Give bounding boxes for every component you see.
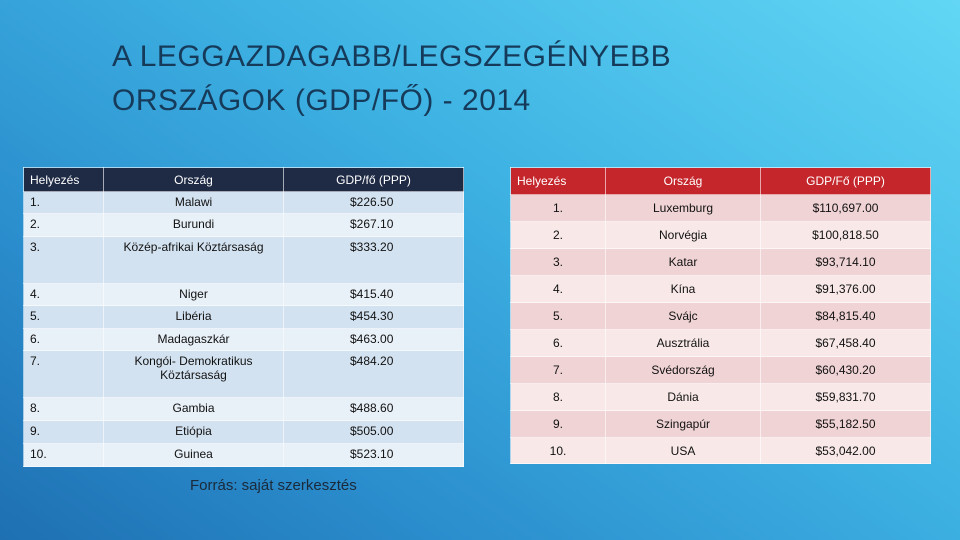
table-row: 9. Etiópia $505.00 — [23, 420, 464, 444]
table-cell: 1. — [23, 191, 104, 214]
header-cell: GDP/Fő (PPP) — [760, 167, 931, 195]
title: ORSZÁGOK (GDP/FŐ) - 2014 — [112, 84, 531, 117]
table-cell: Dánia — [605, 383, 761, 411]
title: A LEGGAZDAGABB/LEGSZEGÉNYEBB — [112, 40, 672, 73]
poorest-table: Helyezés Ország GDP/fő (PPP) 1. Malawi $226.5… — [23, 167, 464, 467]
table-row: 9. Szingapúr $55,182.50 — [510, 410, 931, 438]
table-cell: 10. — [510, 437, 606, 464]
table-cell: 6. — [23, 328, 104, 351]
table-cell: 2. — [23, 213, 104, 237]
header-cell: GDP/fő (PPP) — [283, 167, 464, 192]
table-cell: 9. — [23, 420, 104, 444]
table-row: 2. Norvégia $100,818.50 — [510, 221, 931, 249]
table-row: 4. Kína $91,376.00 — [510, 275, 931, 303]
table-row: 10. USA $53,042.00 — [510, 437, 931, 464]
table-cell: $60,430.20 — [760, 356, 931, 384]
table-cell: Luxemburg — [605, 194, 761, 222]
table-cell: 7. — [510, 356, 606, 384]
table-cell: 4. — [510, 275, 606, 303]
table-cell: $454.30 — [283, 305, 464, 329]
table-cell: Guinea — [103, 443, 284, 467]
header-cell: Helyezés — [510, 167, 606, 195]
table-cell: $415.40 — [283, 283, 464, 306]
table-cell: Szingapúr — [605, 410, 761, 438]
table-cell: Svédország — [605, 356, 761, 384]
table-row: 8. Dánia $59,831.70 — [510, 383, 931, 411]
table-cell: Kongói- Demokratikus Köztársaság — [103, 350, 284, 398]
table-cell: 5. — [23, 305, 104, 329]
table-cell: 1. — [510, 194, 606, 222]
table-row: 1. Luxemburg $110,697.00 — [510, 194, 931, 222]
richest-table: Helyezés Ország GDP/Fő (PPP) 1. Luxemburg $11… — [510, 167, 931, 464]
table-cell: 7. — [23, 350, 104, 398]
table-cell: $55,182.50 — [760, 410, 931, 438]
table-row: 5. Svájc $84,815.40 — [510, 302, 931, 330]
table-cell: 5. — [510, 302, 606, 330]
header-row: Helyezés Ország GDP/Fő (PPP) — [510, 167, 931, 195]
table-cell: Gambia — [103, 397, 284, 421]
header-cell: Ország — [605, 167, 761, 195]
table-cell: $91,376.00 — [760, 275, 931, 303]
table-row: 3. Közép-afrikai Köztársaság $333.20 — [23, 236, 464, 284]
table-cell: $484.20 — [283, 350, 464, 398]
table-cell: Ausztrália — [605, 329, 761, 357]
table-row: 10. Guinea $523.10 — [23, 443, 464, 467]
table-cell: $505.00 — [283, 420, 464, 444]
table-row: 4. Niger $415.40 — [23, 283, 464, 306]
table-row: 1. Malawi $226.50 — [23, 191, 464, 214]
table-cell: $226.50 — [283, 191, 464, 214]
table-row: 6. Ausztrália $67,458.40 — [510, 329, 931, 357]
table-cell: $67,458.40 — [760, 329, 931, 357]
table-row: 5. Libéria $454.30 — [23, 305, 464, 329]
table-cell: $333.20 — [283, 236, 464, 284]
table-cell: $84,815.40 — [760, 302, 931, 330]
table-cell: Libéria — [103, 305, 284, 329]
table-cell: $53,042.00 — [760, 437, 931, 464]
table-row: 3. Katar $93,714.10 — [510, 248, 931, 276]
table-row: 8. Gambia $488.60 — [23, 397, 464, 421]
header-row: Helyezés Ország GDP/fő (PPP) — [23, 167, 464, 192]
table-cell: USA — [605, 437, 761, 464]
table-cell: Svájc — [605, 302, 761, 330]
table-cell: $523.10 — [283, 443, 464, 467]
table-cell: 6. — [510, 329, 606, 357]
header-cell: Ország — [103, 167, 284, 192]
table-cell: $100,818.50 — [760, 221, 931, 249]
table-row: 7. Kongói- Demokratikus Köztársaság $484.2… — [23, 350, 464, 398]
table-cell: 2. — [510, 221, 606, 249]
header-cell: Helyezés — [23, 167, 104, 192]
table-cell: $488.60 — [283, 397, 464, 421]
source-note: Forrás: saját szerkesztés — [190, 477, 357, 494]
table-cell: 3. — [510, 248, 606, 276]
table-cell: $463.00 — [283, 328, 464, 351]
table-cell: $110,697.00 — [760, 194, 931, 222]
table-cell: Malawi — [103, 191, 284, 214]
table-cell: 4. — [23, 283, 104, 306]
table-cell: 10. — [23, 443, 104, 467]
table-cell: Burundi — [103, 213, 284, 237]
table-cell: $59,831.70 — [760, 383, 931, 411]
table-cell: 9. — [510, 410, 606, 438]
table-cell: Katar — [605, 248, 761, 276]
table-cell: Etiópia — [103, 420, 284, 444]
table-cell: Niger — [103, 283, 284, 306]
table-cell: Kína — [605, 275, 761, 303]
table-cell: Madagaszkár — [103, 328, 284, 351]
table-row: 7. Svédország $60,430.20 — [510, 356, 931, 384]
table-row: 2. Burundi $267.10 — [23, 213, 464, 237]
table-cell: $267.10 — [283, 213, 464, 237]
table-cell: Közép-afrikai Köztársaság — [103, 236, 284, 284]
table-cell: 8. — [23, 397, 104, 421]
table-cell: 8. — [510, 383, 606, 411]
table-cell: $93,714.10 — [760, 248, 931, 276]
table-row: 6. Madagaszkár $463.00 — [23, 328, 464, 351]
table-cell: Norvégia — [605, 221, 761, 249]
table-cell: 3. — [23, 236, 104, 284]
